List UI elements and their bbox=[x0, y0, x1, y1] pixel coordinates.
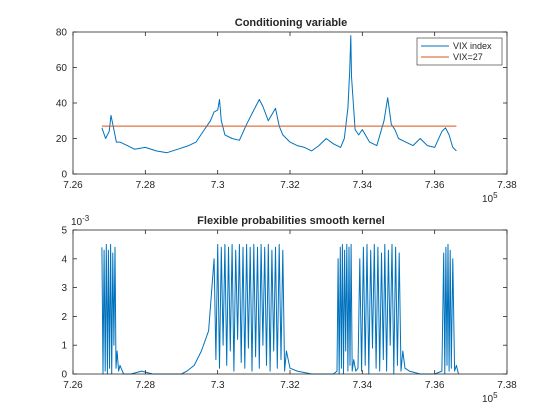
x-multiplier-exponent: 5 bbox=[493, 391, 498, 400]
x-tick-label: 7.38 bbox=[497, 180, 517, 191]
x-axis-multiplier: 105 bbox=[482, 191, 498, 205]
x-tick-label: 7.36 bbox=[425, 180, 445, 191]
y-tick-label: 20 bbox=[56, 134, 68, 145]
y-tick-label: 80 bbox=[56, 28, 68, 39]
x-tick-label: 7.32 bbox=[280, 180, 300, 191]
x-tick-label: 7.36 bbox=[425, 380, 445, 391]
y-tick-label: 3 bbox=[61, 283, 67, 294]
x-axis-multiplier: 105 bbox=[482, 391, 498, 405]
plot-area bbox=[101, 35, 457, 154]
x-tick-label: 7.3 bbox=[211, 380, 225, 391]
series-line-vix-index bbox=[101, 35, 457, 154]
x-tick-label: 7.34 bbox=[353, 180, 373, 191]
x-tick-label: 7.26 bbox=[63, 380, 83, 391]
x-tick-label: 7.32 bbox=[280, 380, 300, 391]
x-axis: 7.26 7.28 7.3 7.32 7.34 7.36 7.38 bbox=[63, 32, 517, 191]
x-tick-label: 7.28 bbox=[136, 180, 156, 191]
x-tick-label: 7.38 bbox=[497, 380, 517, 391]
y-multiplier-exponent: -3 bbox=[82, 214, 90, 223]
y-axis: 0 1 2 3 4 5 bbox=[61, 226, 507, 381]
y-tick-label: 5 bbox=[61, 226, 67, 237]
y-axis: 0 20 40 60 80 bbox=[56, 28, 507, 181]
y-multiplier-base: 10 bbox=[71, 217, 83, 228]
y-tick-label: 2 bbox=[61, 312, 67, 323]
chart-title: Flexible probabilities smooth kernel bbox=[197, 215, 385, 227]
legend: VIX index VIX=27 bbox=[416, 37, 503, 66]
x-axis: 7.26 7.28 7.3 7.32 7.34 7.36 7.38 bbox=[63, 230, 517, 391]
y-tick-label: 0 bbox=[61, 370, 67, 381]
x-tick-label: 7.34 bbox=[353, 380, 373, 391]
legend-box bbox=[416, 37, 503, 66]
x-tick-label: 7.28 bbox=[136, 380, 156, 391]
legend-label-vix-index: VIX index bbox=[453, 41, 492, 51]
x-tick-label: 7.3 bbox=[211, 180, 225, 191]
y-tick-label: 4 bbox=[61, 254, 67, 265]
y-tick-label: 60 bbox=[56, 63, 68, 74]
flexible-probabilities-panel: Flexible probabilities smooth kernel 7.2… bbox=[61, 214, 517, 405]
x-tick-label: 7.26 bbox=[63, 180, 83, 191]
chart-title: Conditioning variable bbox=[235, 17, 347, 29]
legend-label-vix-27: VIX=27 bbox=[453, 52, 483, 62]
x-multiplier-exponent: 5 bbox=[493, 191, 498, 200]
y-tick-label: 0 bbox=[61, 170, 67, 181]
y-axis-multiplier: 10-3 bbox=[71, 214, 90, 228]
y-tick-label: 1 bbox=[61, 341, 67, 352]
conditioning-variable-panel: Conditioning variable 7.26 7.28 7.3 7.32 7.3… bbox=[56, 17, 517, 205]
x-multiplier-base: 10 bbox=[482, 394, 494, 405]
x-multiplier-base: 10 bbox=[482, 194, 494, 205]
y-tick-label: 40 bbox=[56, 99, 68, 110]
